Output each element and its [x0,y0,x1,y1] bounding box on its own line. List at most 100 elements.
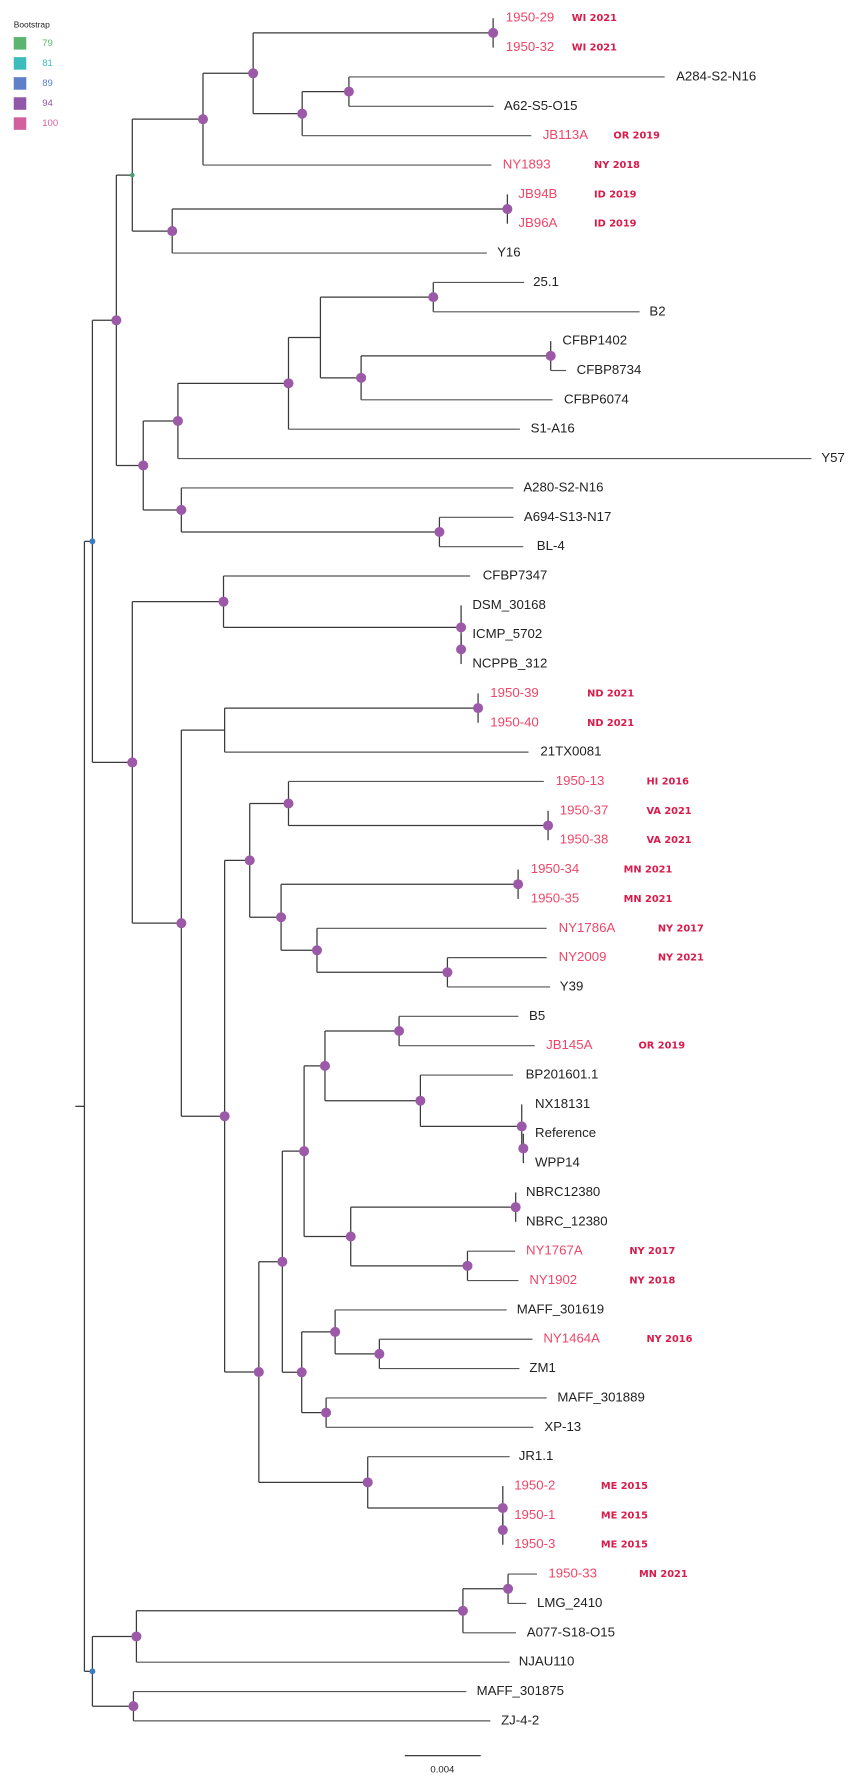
bootstrap-node-94 [172,415,183,426]
bootstrap-node-94 [497,1525,508,1536]
leaf-label: XP-13 [544,1419,581,1434]
bootstrap-node-94 [219,1111,230,1122]
bootstrap-node-94 [319,1060,330,1071]
legend-value: 79 [42,38,53,49]
leaf-label: 1950-1 [514,1507,555,1522]
leaf-label: JB145A [546,1037,592,1052]
legend-swatch [13,37,27,50]
leaf-label: S1-A16 [531,421,575,436]
leaf-origin-tag: NY 2018 [594,160,640,171]
legend-value: 81 [42,58,53,69]
leaf-label: 1950-33 [548,1566,597,1581]
bootstrap-node-94 [434,526,445,537]
leaf-origin-tag: ND 2021 [587,718,634,729]
leaf-origin-tag: MN 2021 [624,865,673,876]
bootstrap-node-94 [297,108,308,119]
leaf-origin-tag: WI 2021 [572,13,617,24]
leaf-labels: 1950-29 WI 2021 1950-32 WI 2021 A284-S2-N16 A… [472,10,844,1728]
leaf-label: NCPPB_312 [472,656,547,671]
bootstrap-node-94 [197,114,209,125]
leaf-label: MAFF_301619 [517,1301,604,1316]
bootstrap-node-94 [503,1583,514,1594]
leaf-label: 1950-34 [531,861,580,876]
bootstrap-node-94 [176,918,187,929]
bootstrap-node-94 [128,1701,139,1712]
leaf-label: 21TX0081 [540,744,601,759]
legend-value: 94 [42,98,53,109]
legend-value: 89 [42,78,53,89]
legend-swatch [13,57,27,70]
leaf-label: A077-S18-O15 [527,1624,615,1639]
leaf-label: NY1767A [526,1243,583,1258]
bootstrap-node-94 [283,378,294,389]
bootstrap-node-94 [513,879,524,890]
bootstrap-node-94 [457,1605,468,1616]
leaf-label: 1950-13 [556,773,605,788]
bootstrap-node-94 [296,1367,307,1378]
leaf-origin-tag: NY 2016 [646,1334,692,1345]
leaf-label: NY1893 [503,157,551,172]
leaf-label: NJAU110 [519,1654,575,1669]
bootstrap-node-94 [299,1146,310,1157]
bootstrap-node-94 [462,1260,473,1271]
bootstrap-node-94 [502,204,513,215]
leaf-label: 1950-35 [531,890,580,905]
bootstrap-node-94 [253,1367,264,1378]
leaf-label: 1950-29 [506,10,555,25]
leaf-label: 1950-39 [490,685,539,700]
bootstrap-node-89 [89,538,96,545]
bootstrap-node-94 [138,460,149,471]
leaf-label: 1950-38 [560,832,609,847]
leaf-label: BL-4 [537,538,565,553]
leaf-label: NY2009 [559,949,607,964]
bootstrap-node-94 [330,1326,341,1337]
bootstrap-node-94 [415,1095,426,1106]
bootstrap-node-94 [311,945,323,956]
bootstrap-node-94 [442,967,453,978]
scale-bar-label: 0.004 [430,1765,455,1776]
leaf-origin-tag: OR 2019 [638,1041,685,1052]
leaf-label: ZM1 [529,1360,555,1375]
bootstrap-node-89 [89,1668,96,1675]
bootstrap-node-94 [362,1477,373,1488]
leaf-origin-tag: MN 2021 [624,894,673,905]
leaf-label: CFBP1402 [562,333,627,348]
bootstrap-node-79 [130,172,135,178]
leaf-label: 1950-32 [506,39,555,54]
leaf-label: 1950-2 [514,1478,555,1493]
leaf-label: Reference [535,1125,596,1140]
leaf-label: NX18131 [535,1096,590,1111]
leaf-label: A284-S2-N16 [676,68,756,83]
bootstrap-node-94 [345,1231,356,1242]
bootstrap-node-94 [456,622,467,633]
leaf-label: MAFF_301875 [477,1683,564,1698]
node-markers [89,27,556,1712]
leaf-label: Y39 [560,978,584,993]
leaf-label: NY1902 [529,1272,577,1287]
leaf-label: BP201601.1 [526,1067,599,1082]
leaf-label: LMG_2410 [537,1595,602,1610]
leaf-origin-tag: WI 2021 [572,43,617,54]
leaf-label: NBRC_12380 [526,1213,608,1228]
leaf-label: B5 [529,1008,545,1023]
bootstrap-node-94 [321,1407,332,1418]
bootstrap-node-94 [276,912,287,923]
leaf-label: 1950-40 [490,714,539,729]
leaf-label: A62-S5-O15 [504,98,577,113]
leaf-origin-tag: NY 2017 [658,923,704,934]
leaf-label: Y57 [821,450,845,465]
bootstrap-node-94 [545,350,556,361]
leaf-label: NY1786A [559,920,616,935]
leaf-label: A280-S2-N16 [523,479,603,494]
leaf-label: CFBP7347 [483,567,548,582]
bootstrap-node-94 [283,798,294,809]
legend-swatch [13,117,27,130]
bootstrap-node-94 [497,1503,508,1514]
leaf-origin-tag: ME 2015 [601,1481,648,1492]
bootstrap-node-94 [488,27,499,38]
leaf-label: JB94B [518,186,557,201]
bootstrap-node-94 [244,855,255,866]
bootstrap-node-94 [518,1143,529,1154]
leaf-label: A694-S13-N17 [524,509,611,524]
